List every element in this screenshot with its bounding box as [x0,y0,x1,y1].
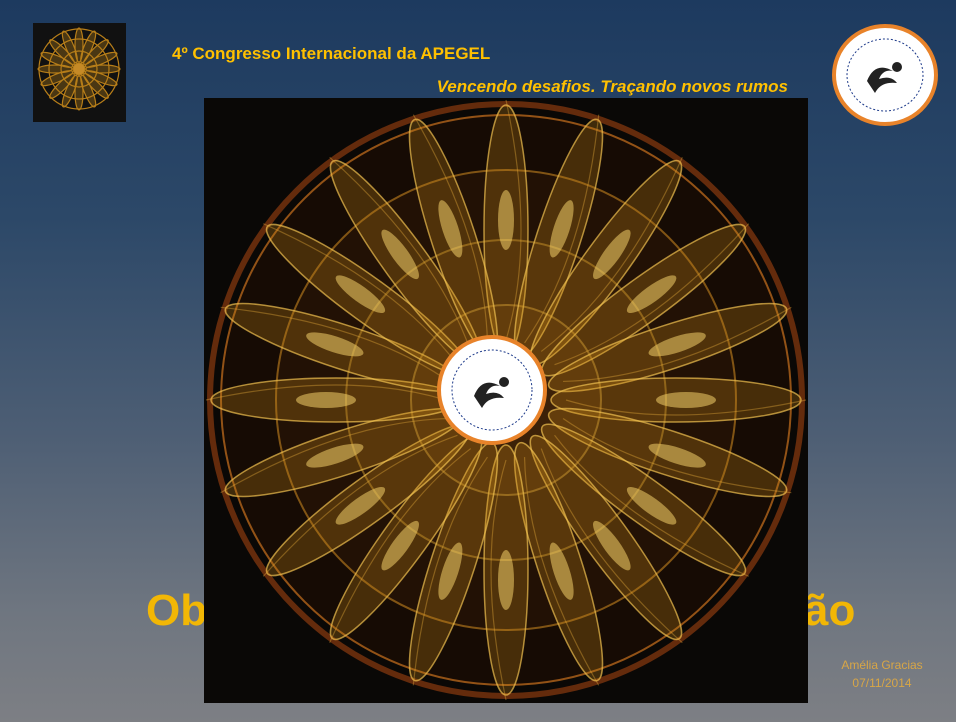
ornament [524,114,600,344]
ornament [263,223,458,366]
thumbnail-image [33,23,126,122]
ornament [547,302,792,393]
ornament [61,74,78,108]
ornament [381,229,419,280]
ornament [61,30,78,64]
ornament [549,542,574,600]
ornament [593,520,631,571]
conference-title: 4º Congresso Internacional da APEGEL [172,44,491,63]
ornament [498,190,514,250]
ornament [563,306,792,383]
ornament [540,448,683,644]
ornament [329,434,483,643]
ornament [529,157,683,366]
ornament [335,487,386,525]
ornament [648,443,706,468]
ornament [523,457,600,686]
ornament [483,99,529,356]
ornament [483,444,529,701]
ornament [593,229,631,280]
ornament [438,542,463,600]
ornament [49,39,75,65]
ornament [540,423,749,577]
ornament [550,377,807,423]
ornament [80,30,97,64]
ornament [220,417,449,494]
ornament [205,384,447,401]
ornament [540,223,750,377]
ornament [80,74,97,108]
ornament [74,75,84,111]
ornament [84,51,118,68]
ornament [335,275,386,313]
ornament [37,64,73,74]
ornament [626,487,677,525]
ornament [306,332,364,357]
ornament [490,459,507,701]
slide-title-end: ão [804,586,856,635]
ornament [513,441,604,686]
ornament [498,550,514,610]
ornament [381,520,419,571]
ornament [306,443,364,468]
ornament [220,306,450,382]
ornament [40,51,74,68]
ornament [84,70,118,87]
ornament [262,434,458,577]
ornament [205,377,462,423]
slide-title-start: Ob [146,586,208,635]
ornament [329,156,472,352]
ornament [408,441,499,686]
ornament [513,114,604,359]
ornament [83,73,109,99]
ornament [562,418,792,494]
ornament [40,70,74,87]
ornament [554,223,750,366]
ornament [296,392,356,408]
ornament [412,114,489,343]
ornament [49,73,75,99]
ornament [565,399,807,416]
ornament [329,448,472,643]
logo [832,24,938,126]
conference-subtitle: Vencendo desafios. Traçando novos rumos [436,77,788,96]
ornament [74,27,84,63]
date: 07/11/2014 [852,676,912,690]
ornament [656,392,716,408]
author: Amélia Gracias [841,658,923,672]
ornament [554,434,749,577]
ornament [412,456,488,686]
ornament [505,99,522,341]
ornament [626,275,677,313]
ornament [529,434,683,644]
ornament [549,200,574,258]
ornament [547,407,792,498]
ornament [648,332,706,357]
ornament [85,64,121,74]
ornament [438,200,463,258]
mandala-image [204,98,808,703]
ornament [540,157,683,352]
ornament [83,39,109,65]
